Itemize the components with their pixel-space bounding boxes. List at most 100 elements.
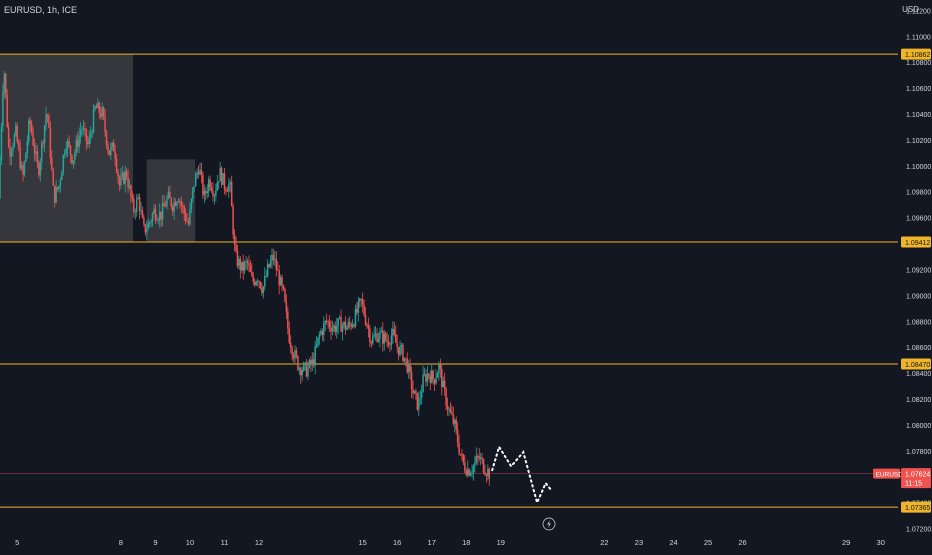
candle-body: [271, 254, 273, 261]
candle-body: [343, 321, 345, 326]
candle-body: [17, 142, 20, 149]
candle-body: [426, 373, 429, 382]
candle-body: [350, 324, 352, 327]
candle-body: [419, 397, 421, 399]
candle-body: [337, 318, 339, 327]
lightning-icon[interactable]: [542, 517, 556, 531]
candle-body: [176, 202, 178, 206]
candle-body: [422, 374, 424, 392]
candle-body: [5, 73, 7, 95]
candle-body: [276, 269, 279, 271]
candle-body: [56, 187, 59, 189]
candle-body: [174, 201, 177, 206]
candle-body: [384, 333, 387, 341]
time-axis[interactable]: [0, 535, 932, 550]
candle-body: [262, 286, 265, 294]
candle-body: [117, 170, 119, 177]
candle-body: [177, 201, 180, 203]
candle-body: [438, 363, 440, 374]
candle-body: [74, 152, 76, 161]
candle-body: [186, 220, 188, 222]
candle-body: [76, 140, 79, 147]
candle-body: [75, 140, 78, 153]
candle-body: [58, 185, 60, 189]
candle-body: [382, 330, 384, 344]
candle-body: [12, 146, 14, 152]
candle-body: [147, 223, 149, 230]
candle-body: [249, 265, 252, 272]
candle-body: [446, 405, 449, 410]
candle-body: [236, 250, 239, 266]
candle-body: [266, 264, 269, 276]
candle-body: [318, 334, 321, 338]
candle-body: [183, 206, 185, 214]
x-tick-label: 10: [186, 538, 194, 547]
candle-body: [396, 342, 398, 348]
candle-body: [59, 179, 62, 186]
candle-body: [314, 346, 316, 366]
candle-body: [320, 330, 322, 335]
candle-body: [125, 170, 128, 178]
candle-body: [62, 154, 65, 172]
candle-body: [366, 324, 368, 326]
x-tick-label: 23: [635, 538, 643, 547]
candle-body: [64, 153, 66, 155]
candle-body: [259, 282, 262, 289]
candle-body: [179, 201, 181, 203]
candle-body: [451, 412, 453, 415]
candle-body: [284, 288, 286, 302]
candle-body: [49, 127, 52, 159]
candle-body: [46, 114, 49, 116]
candle-body: [232, 206, 234, 235]
candle-body: [412, 389, 414, 394]
candle-body: [327, 321, 329, 322]
candle-body: [110, 146, 112, 156]
candle-body: [101, 107, 103, 117]
currency-label: USD: [902, 5, 919, 14]
candle-body: [289, 342, 292, 348]
x-tick-label: 11: [221, 538, 229, 547]
candle-body: [238, 258, 240, 266]
candle-body: [157, 219, 160, 221]
candle-body: [370, 341, 373, 344]
candle-body: [317, 337, 319, 345]
candle-body: [295, 350, 298, 357]
candle-body: [379, 332, 381, 339]
candle-body: [226, 191, 229, 192]
x-tick-label: 22: [600, 538, 608, 547]
candle-body: [135, 198, 138, 212]
candle-body: [252, 275, 255, 282]
candle-body: [455, 419, 457, 430]
y-tick-label: 1.09600: [906, 216, 931, 223]
y-tick-label: 1.11000: [906, 34, 931, 41]
projection-path[interactable]: [491, 444, 552, 506]
candle-body: [435, 377, 437, 384]
candle-body: [304, 362, 306, 364]
candle-body: [143, 217, 145, 225]
candle-body: [104, 116, 106, 132]
candle-body: [351, 324, 354, 327]
level-price-label: 1.10862: [905, 52, 930, 59]
candle-body: [268, 264, 270, 267]
candle-body: [212, 190, 214, 196]
candle-body: [399, 346, 401, 356]
level-price-tag: [901, 236, 931, 248]
candle-body: [429, 375, 432, 383]
candle-body: [468, 469, 470, 476]
candle-body: [69, 145, 72, 156]
y-tick-label: 1.08400: [906, 371, 931, 378]
candle-body: [124, 170, 126, 184]
candle-body: [66, 141, 69, 149]
candle-body: [36, 151, 39, 164]
candle-body: [348, 322, 351, 325]
candle-body: [26, 141, 29, 153]
candle-body: [23, 161, 26, 175]
candle-body: [420, 391, 423, 398]
candle-body: [202, 174, 204, 196]
candle-body: [94, 106, 96, 110]
candle-body: [330, 327, 332, 332]
candle-body: [123, 172, 125, 184]
price-axis[interactable]: [898, 0, 932, 550]
